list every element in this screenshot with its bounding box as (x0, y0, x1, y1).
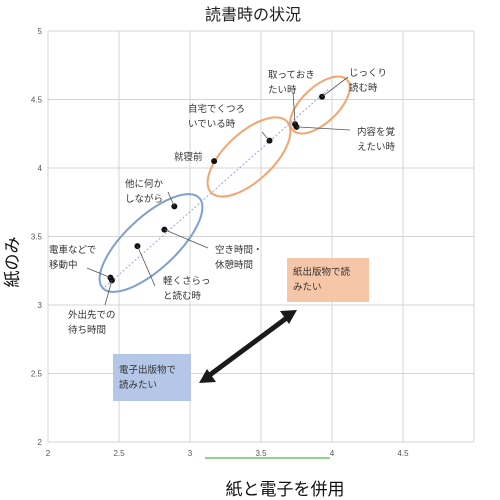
digital-box-text-line: 電子出版物で (119, 364, 176, 376)
point-label: 取っておきたい時 (268, 70, 315, 96)
label-leader (292, 91, 296, 125)
chart-title: 読書時の状況 (205, 5, 301, 24)
tick-labels: 2 2.5 3 3.5 4 4.5 2 2.5 3 3.5 4 4.5 5 (31, 27, 409, 458)
label-leader (104, 280, 113, 306)
point-label-line: 自宅でくつろ (188, 103, 245, 115)
x-tick-label: 3 (188, 449, 193, 458)
ellipse-blue (98, 193, 204, 293)
x-tick-label: 2 (46, 449, 51, 458)
y-axis-label: 紙のみ (3, 237, 23, 288)
y-tick-label: 3.5 (31, 233, 43, 242)
point-label: 内容を覚えたい時 (357, 126, 396, 153)
point-label-line: いでいる時 (188, 119, 236, 130)
grid (47, 30, 475, 443)
point-label: 外出先での待ち時間 (68, 309, 116, 336)
point-label-line: 取っておき (268, 70, 315, 81)
point-label: 電車などで移動中 (49, 244, 96, 271)
data-point (211, 158, 218, 165)
paper-box (287, 258, 369, 302)
y-tick-label: 4.5 (31, 96, 43, 105)
point-label: 空き時間・休憩時間 (215, 244, 263, 271)
point-label-line: 外出先での (68, 309, 116, 321)
point-label-line: しながら (125, 193, 163, 205)
point-label-line: たい時 (268, 85, 297, 96)
y-tick-label: 2 (38, 438, 43, 447)
point-label-line: 待ち時間 (68, 324, 106, 336)
label-leader (167, 191, 175, 207)
point-label-line: 内容を覚 (357, 126, 396, 138)
arrow-head-paper (280, 310, 297, 324)
point-label-line: じっくり (349, 68, 387, 79)
point-label-line: 電車などで (49, 244, 96, 256)
point-label-line: 休憩時間 (215, 259, 253, 271)
point-label: 自宅でくつろいでいる時 (188, 103, 245, 130)
x-tick-label: 4 (330, 449, 335, 458)
point-label-line: 読む時 (349, 82, 378, 94)
digital-box-text: 電子出版物で読みたい (119, 364, 176, 391)
paper-box-text-line: みたい (293, 282, 322, 293)
ellipse-orange-mid (206, 116, 292, 198)
label-leader (321, 76, 349, 98)
x-axis-label: 紙と電子を併用 (226, 480, 345, 500)
point-label-line: 就寝前 (174, 151, 203, 163)
paper-box-text-line: 紙出版物で読 (293, 266, 351, 278)
ellipse-orange-top (289, 75, 351, 135)
label-leader (164, 229, 209, 249)
label-leader (137, 245, 156, 287)
label-leader (296, 126, 351, 131)
point-label: 軽くさらっと読む時 (163, 276, 211, 302)
y-tick-label: 3 (38, 301, 43, 310)
trendline-line (104, 88, 330, 288)
label-leader (261, 131, 270, 141)
point-label: 就寝前 (174, 151, 203, 163)
data-point (293, 123, 300, 130)
x-tick-label: 3.5 (255, 449, 267, 458)
point-label-line: 空き時間・ (215, 244, 263, 256)
x-tick-label: 4.5 (397, 449, 409, 458)
point-label-line: えたい時 (357, 142, 396, 153)
digital-box-text-line: 読みたい (119, 379, 157, 391)
point-label-line: 他に何か (125, 178, 164, 190)
point-label-line: と読む時 (163, 290, 202, 302)
point-label-line: 軽くさらっ (163, 276, 211, 287)
arrow-head-digital (199, 369, 216, 383)
y-tick-label: 5 (38, 27, 43, 36)
label-leader (86, 267, 111, 278)
point-label: 他に何かしながら (125, 178, 164, 205)
point-label-line: 移動中 (49, 259, 78, 271)
double-arrow-shaft (205, 314, 290, 380)
y-tick-label: 2.5 (31, 370, 43, 379)
trendline (104, 88, 330, 288)
x-tick-label: 2.5 (113, 449, 125, 458)
point-label: じっくり読む時 (349, 68, 387, 94)
y-tick-label: 4 (38, 164, 43, 173)
digital-box (113, 354, 191, 401)
paper-box-text: 紙出版物で読みたい (293, 266, 351, 293)
point-labels: 電車などで移動中外出先での待ち時間軽くさらっと読む時空き時間・休憩時間他に何かし… (49, 68, 396, 336)
